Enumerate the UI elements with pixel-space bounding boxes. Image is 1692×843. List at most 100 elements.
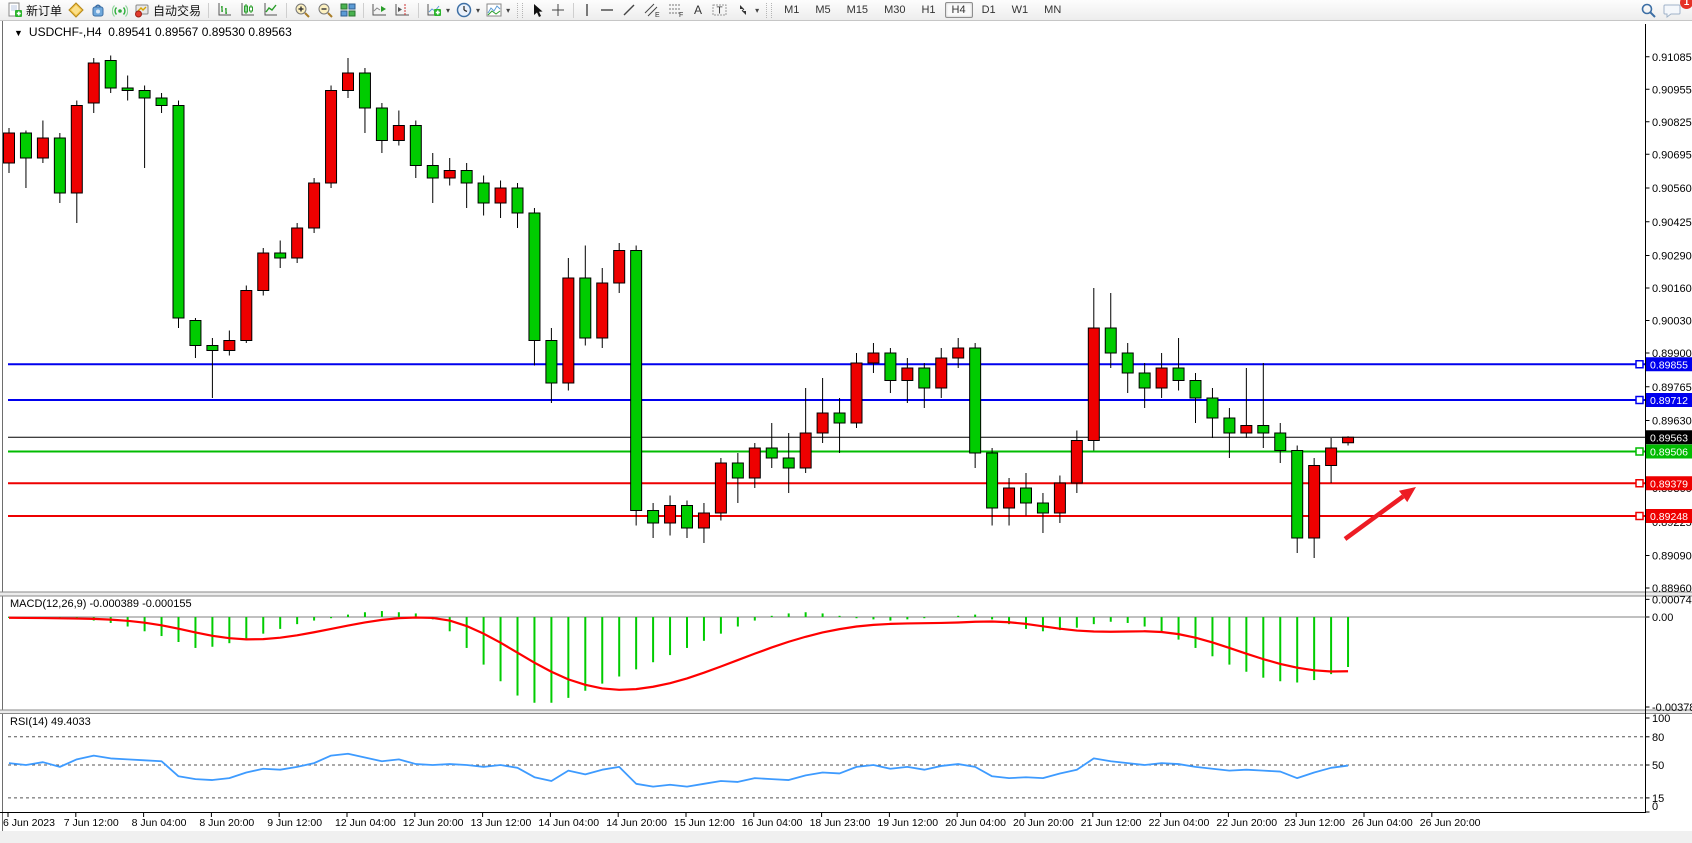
equidistant-channel-button[interactable]: E bbox=[640, 1, 664, 20]
signals-button[interactable] bbox=[109, 1, 131, 20]
candle bbox=[850, 353, 863, 428]
templates-button[interactable]: ▾ bbox=[483, 1, 513, 20]
toolbar-drag-handle[interactable] bbox=[517, 2, 524, 18]
candle bbox=[748, 443, 761, 488]
candle bbox=[799, 388, 812, 473]
candlestick-button[interactable] bbox=[236, 1, 259, 20]
macd-panel: 0.000741 0.00 -0.003781 bbox=[8, 594, 1692, 714]
panel-splitter[interactable] bbox=[0, 592, 1692, 596]
toolbar-separator bbox=[286, 2, 288, 18]
market-button[interactable] bbox=[87, 1, 109, 20]
text-button[interactable]: A bbox=[688, 1, 708, 20]
vertical-line-button[interactable] bbox=[578, 1, 596, 20]
chart-dropdown-icon[interactable]: ▼ bbox=[14, 28, 23, 38]
vertical-line-icon bbox=[586, 4, 588, 16]
candle bbox=[545, 328, 558, 403]
tab-timeframe-m30[interactable]: M30 bbox=[884, 4, 906, 16]
candle bbox=[19, 130, 32, 188]
candle bbox=[3, 128, 15, 173]
indicators-button[interactable]: ▾ bbox=[423, 1, 453, 20]
price-tick-label: 0.90955 bbox=[1652, 84, 1692, 96]
candle bbox=[1138, 363, 1151, 408]
price-tick-label: 0.90290 bbox=[1652, 251, 1692, 263]
toolbar: 新订单 自动交易 bbox=[0, 0, 1692, 21]
search-button[interactable] bbox=[1637, 1, 1660, 20]
new-order-button[interactable]: 新订单 bbox=[4, 1, 65, 20]
chart-shift-button[interactable] bbox=[391, 1, 414, 20]
tab-timeframe-m15[interactable]: M15 bbox=[846, 4, 869, 16]
text-label-button[interactable]: T bbox=[708, 1, 732, 20]
arrows-button[interactable]: ▾ bbox=[732, 1, 762, 20]
time-tick-label: 12 Jun 20:00 bbox=[403, 817, 464, 829]
tab-timeframe-w1[interactable]: W1 bbox=[1011, 4, 1029, 16]
candle bbox=[596, 268, 609, 348]
candle bbox=[70, 100, 83, 223]
candle bbox=[562, 258, 575, 391]
time-tick-label: 21 Jun 12:00 bbox=[1081, 817, 1142, 829]
candle bbox=[36, 120, 49, 163]
candle bbox=[681, 500, 693, 538]
candle bbox=[1070, 430, 1083, 493]
horizontal-level-lines[interactable] bbox=[8, 363, 1646, 517]
auto-scroll-icon bbox=[372, 4, 387, 16]
bar-chart-button[interactable] bbox=[213, 1, 236, 20]
price-tick-label: 0.88960 bbox=[1652, 583, 1692, 595]
time-axis[interactable]: 6 Jun 2023 7 Jun 12:00 8 Jun 04:00 8 Jun 20… bbox=[0, 812, 1692, 843]
cursor-icon bbox=[534, 3, 543, 17]
time-tick-label: 16 Jun 04:00 bbox=[742, 817, 803, 829]
periods-icon bbox=[456, 2, 472, 18]
tile-windows-button[interactable] bbox=[337, 1, 359, 20]
candle bbox=[1291, 445, 1304, 553]
chat-button[interactable]: 1 bbox=[1660, 0, 1692, 20]
time-tick-label: 9 Jun 12:00 bbox=[267, 817, 322, 829]
line-chart-button[interactable] bbox=[259, 1, 282, 20]
periods-button[interactable]: ▾ bbox=[453, 1, 483, 20]
zoom-out-button[interactable] bbox=[314, 1, 337, 20]
panel-splitter[interactable] bbox=[0, 710, 1692, 714]
tab-timeframe-h1[interactable]: H1 bbox=[921, 4, 936, 16]
price-badge-0.89563: 0.89563 bbox=[1646, 430, 1692, 445]
trendline-button[interactable] bbox=[618, 1, 640, 20]
candle bbox=[647, 503, 660, 538]
autotrading-button[interactable]: 自动交易 bbox=[131, 1, 204, 20]
tab-timeframe-m5[interactable]: M5 bbox=[815, 4, 831, 16]
candle bbox=[223, 330, 236, 356]
tab-timeframe-m1[interactable]: M1 bbox=[784, 4, 800, 16]
time-tick-label: 14 Jun 04:00 bbox=[538, 817, 599, 829]
market-icon bbox=[92, 4, 104, 17]
trend-arrow[interactable] bbox=[1343, 487, 1416, 541]
candle bbox=[1155, 353, 1168, 398]
candle bbox=[935, 348, 948, 398]
metaeditor-button[interactable] bbox=[65, 1, 87, 20]
time-tick-label: 19 Jun 12:00 bbox=[877, 817, 938, 829]
horizontal-line-button[interactable] bbox=[596, 1, 618, 20]
candle bbox=[630, 245, 643, 526]
chart-canvas[interactable]: 0.91085 0.90955 0.90825 0.90695 0.90560 0.904… bbox=[0, 21, 1692, 843]
tab-timeframe-mn[interactable]: MN bbox=[1044, 4, 1062, 16]
crosshair-button[interactable] bbox=[547, 1, 569, 20]
templates-icon bbox=[486, 3, 502, 17]
tab-timeframe-h4[interactable]: H4 bbox=[944, 2, 973, 18]
crosshair-icon bbox=[552, 4, 565, 16]
zoom-in-button[interactable] bbox=[291, 1, 314, 20]
time-tick-label: 22 Jun 20:00 bbox=[1216, 817, 1277, 829]
fibonacci-button[interactable]: F bbox=[664, 1, 688, 20]
time-tick-label: 20 Jun 20:00 bbox=[1013, 817, 1074, 829]
candle bbox=[528, 208, 541, 366]
candle bbox=[867, 343, 880, 373]
cursor-button[interactable] bbox=[527, 1, 547, 20]
tab-timeframe-d1[interactable]: D1 bbox=[981, 4, 996, 16]
signals-icon bbox=[112, 5, 129, 17]
candle bbox=[274, 240, 287, 268]
candle bbox=[104, 55, 117, 93]
candle bbox=[1206, 388, 1219, 438]
candle bbox=[240, 285, 253, 343]
search-icon bbox=[1641, 3, 1656, 18]
candle bbox=[87, 58, 100, 113]
candle bbox=[494, 180, 507, 218]
equidistant-channel-icon: E bbox=[644, 3, 660, 18]
candle bbox=[291, 223, 304, 263]
candle bbox=[426, 153, 439, 203]
fibonacci-icon: F bbox=[669, 4, 683, 18]
auto-scroll-button[interactable] bbox=[368, 1, 391, 20]
